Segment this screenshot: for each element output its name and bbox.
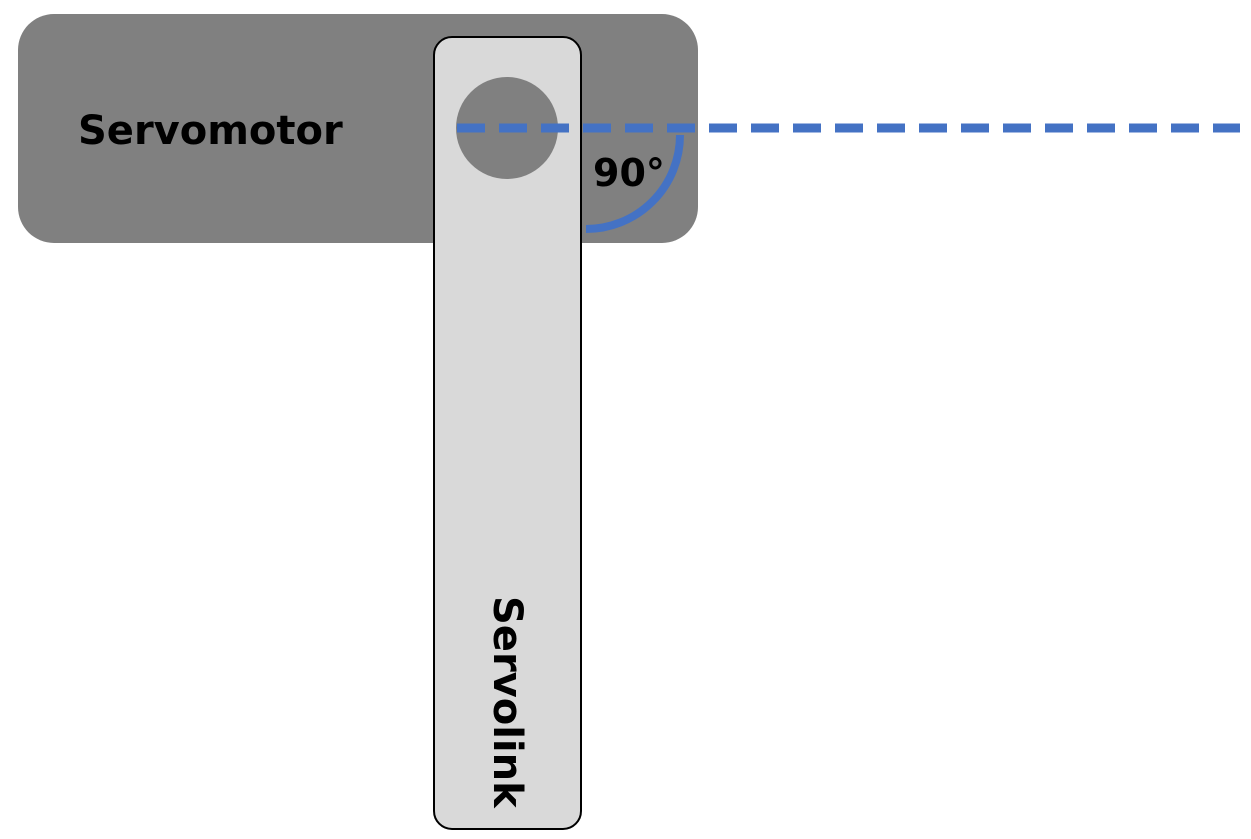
- servomotor-label: Servomotor: [78, 108, 343, 154]
- angle-label: 90°: [593, 151, 665, 195]
- servolink-label: Servolink: [484, 596, 530, 809]
- servolink-arm: [433, 36, 582, 830]
- angle-arc: [585, 134, 684, 233]
